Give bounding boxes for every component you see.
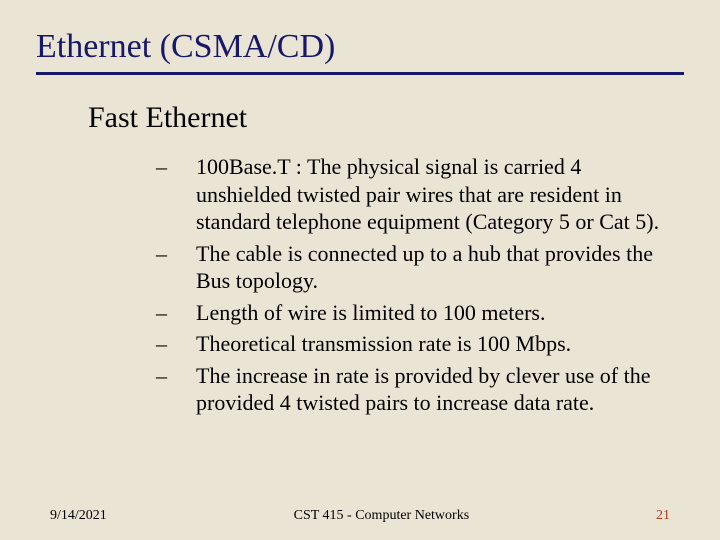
slide: Ethernet (CSMA/CD) Fast Ethernet – 100Ba…	[0, 0, 720, 540]
dash-icon: –	[156, 153, 196, 181]
footer-date: 9/14/2021	[50, 508, 107, 524]
bullet-text: 100Base.T : The physical signal is carri…	[196, 153, 664, 236]
dash-icon: –	[156, 330, 196, 358]
dash-icon: –	[156, 362, 196, 390]
dash-icon: –	[156, 240, 196, 268]
slide-footer: 9/14/2021 CST 415 - Computer Networks 21	[0, 508, 720, 524]
list-item: – Theoretical transmission rate is 100 M…	[156, 330, 664, 358]
footer-page-number: 21	[656, 508, 670, 524]
slide-subtitle: Fast Ethernet	[88, 101, 684, 135]
list-item: – 100Base.T : The physical signal is car…	[156, 153, 664, 236]
bullet-list: – 100Base.T : The physical signal is car…	[156, 153, 664, 417]
list-item: – The increase in rate is provided by cl…	[156, 362, 664, 417]
list-item: – The cable is connected up to a hub tha…	[156, 240, 664, 295]
dash-icon: –	[156, 299, 196, 327]
list-item: – Length of wire is limited to 100 meter…	[156, 299, 664, 327]
bullet-text: The cable is connected up to a hub that …	[196, 240, 664, 295]
footer-center: CST 415 - Computer Networks	[107, 508, 656, 524]
slide-title: Ethernet (CSMA/CD)	[36, 28, 684, 75]
bullet-text: Length of wire is limited to 100 meters.	[196, 299, 546, 327]
bullet-text: The increase in rate is provided by clev…	[196, 362, 664, 417]
bullet-text: Theoretical transmission rate is 100 Mbp…	[196, 330, 571, 358]
